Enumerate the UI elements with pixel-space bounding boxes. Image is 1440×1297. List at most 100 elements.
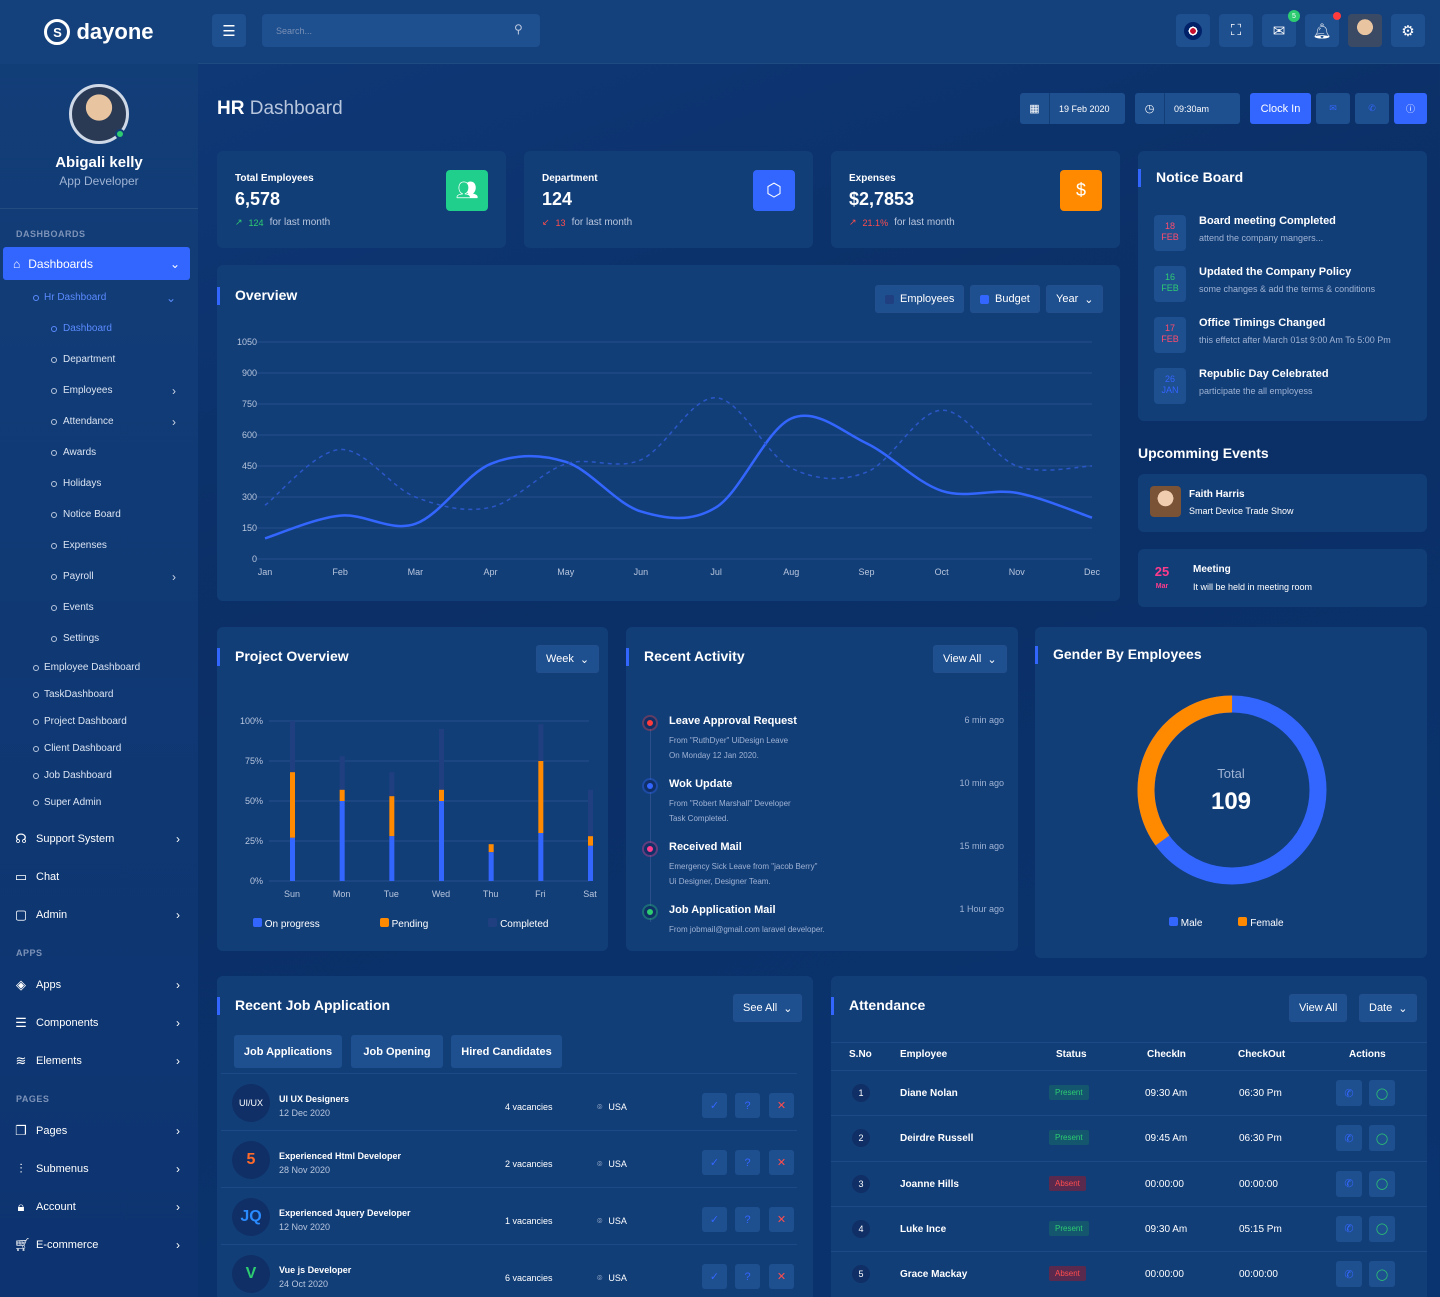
avatar[interactable]	[69, 84, 129, 144]
notice-item[interactable]: 16 FEB Updated the Company Policy some chan…	[1154, 266, 1414, 306]
approve-button[interactable]: ✓	[702, 1093, 727, 1118]
reject-button[interactable]: ✕	[769, 1150, 794, 1175]
help-button[interactable]: ?	[735, 1150, 760, 1175]
settings-button[interactable]: ⚙	[1391, 14, 1425, 47]
view-all-select[interactable]: View All ⌄	[933, 645, 1007, 673]
sidebar-item-pages[interactable]: ❐ Pages ›	[0, 1112, 198, 1150]
help-button[interactable]: ?	[735, 1207, 760, 1232]
sidebar-item-chat[interactable]: ▭ Chat	[0, 858, 198, 896]
call-button[interactable]: ✆	[1336, 1080, 1362, 1106]
chat-bubble-icon: ◯	[1375, 1223, 1389, 1236]
sidebar-subitem[interactable]: Employees ›	[0, 375, 198, 406]
sidebar-subitem[interactable]: Settings	[0, 623, 198, 654]
table-row[interactable]: 4 Luke Ince Present 09:30 Am 05:15 Pm ✆ ◯	[831, 1205, 1427, 1251]
sidebar-item-submenus[interactable]: ⫶ Submenus ›	[0, 1150, 198, 1188]
tab-job-opening[interactable]: Job Opening	[351, 1035, 443, 1068]
menu-toggle-button[interactable]: ☰	[212, 14, 246, 47]
notifications-button[interactable]: 🔔︎	[1305, 12, 1341, 47]
sidebar-item-admin[interactable]: ▢ Admin ›	[0, 896, 198, 934]
help-button[interactable]: ?	[735, 1093, 760, 1118]
monitor-icon: ▢	[14, 907, 28, 922]
approve-button[interactable]: ✓	[702, 1264, 727, 1289]
fullscreen-button[interactable]: ⛶	[1219, 14, 1253, 47]
sidebar-subitem[interactable]: Super Admin	[0, 789, 198, 816]
sidebar-subitem[interactable]: Notice Board	[0, 499, 198, 530]
table-row[interactable]: 1 Diane Nolan Present 09:30 Am 06:30 Pm ✆ ◯	[831, 1070, 1427, 1115]
call-button[interactable]: ✆	[1336, 1125, 1362, 1152]
email-button[interactable]: ✉	[1316, 93, 1350, 124]
sidebar-item-label: Pages	[36, 1125, 68, 1137]
search-icon[interactable]: ⚲	[514, 22, 523, 36]
date-select[interactable]: Date ⌄	[1359, 994, 1418, 1022]
time-display[interactable]: ◷ 09:30am	[1135, 93, 1240, 124]
date-display[interactable]: ▦ 19 Feb 2020	[1020, 93, 1125, 124]
sidebar-item-support-system[interactable]: ☊ Support System ›	[0, 820, 198, 858]
table-row[interactable]: 5 Grace Mackay Absent 00:00:00 00:00:00 ✆ ◯	[831, 1251, 1427, 1296]
sidebar-item-apps[interactable]: ◈ Apps ›	[0, 966, 198, 1004]
chat-button[interactable]: ◯	[1369, 1215, 1395, 1242]
chat-button[interactable]: ◯	[1369, 1261, 1395, 1288]
sidebar-subitem[interactable]: Job Dashboard	[0, 762, 198, 789]
approve-button[interactable]: ✓	[702, 1150, 727, 1175]
sidebar-subitem[interactable]: Expenses	[0, 530, 198, 561]
table-row[interactable]: 2 Deirdre Russell Present 09:45 Am 06:30 Pm ✆…	[831, 1115, 1427, 1160]
range-select[interactable]: Year ⌄	[1046, 285, 1104, 313]
table-row[interactable]: 5 Experienced Html Developer 28 Nov 2020 2 …	[221, 1130, 797, 1187]
user-avatar-button[interactable]	[1348, 14, 1382, 47]
tab-job-applications[interactable]: Job Applications	[234, 1035, 342, 1068]
notice-item[interactable]: 26 JAN Republic Day Celebrated participate …	[1154, 368, 1414, 408]
sidebar-item-elements[interactable]: ≋ Elements ›	[0, 1042, 198, 1080]
sidebar-subitem[interactable]: Payroll ›	[0, 561, 198, 592]
call-button[interactable]: ✆	[1336, 1261, 1362, 1288]
event-item[interactable]: 25 Mar Meeting It will be held in meeting…	[1138, 549, 1427, 607]
sidebar-subitem[interactable]: Attendance ›	[0, 406, 198, 437]
sidebar-subitem[interactable]: Awards	[0, 437, 198, 468]
reject-button[interactable]: ✕	[769, 1264, 794, 1289]
sidebar-item-e-commerce[interactable]: 🛒︎ E-commerce ›	[0, 1226, 198, 1264]
sidebar-item-account[interactable]: 🔒︎ Account ›	[0, 1188, 198, 1226]
sidebar-subitem[interactable]: Holidays	[0, 468, 198, 499]
table-row[interactable]: 3 Joanne Hills Absent 00:00:00 00:00:00 ✆ ◯	[831, 1160, 1427, 1206]
table-row[interactable]: UI/UX UI UX Designers 12 Dec 2020 4 vacanci…	[221, 1073, 797, 1130]
call-button[interactable]: ✆	[1336, 1170, 1362, 1197]
clock-in-button[interactable]: Clock In	[1250, 93, 1311, 124]
chat-button[interactable]: ◯	[1369, 1080, 1395, 1106]
sidebar-subitem[interactable]: Dashboard	[0, 313, 198, 344]
call-button[interactable]: ✆	[1355, 93, 1389, 124]
status-badge: Absent	[1049, 1175, 1086, 1191]
approve-button[interactable]: ✓	[702, 1207, 727, 1232]
notice-item[interactable]: 17 FEB Office Timings Changed this effetct …	[1154, 317, 1414, 357]
table-row[interactable]: V Vue js Developer 24 Oct 2020 6 vacancies ⌾…	[221, 1244, 797, 1297]
see-all-select[interactable]: See All ⌄	[733, 994, 803, 1022]
search-input[interactable]	[262, 14, 540, 47]
phone-icon: ✆	[1344, 1223, 1354, 1236]
sidebar-item-components[interactable]: ☰ Components ›	[0, 1004, 198, 1042]
table-row[interactable]: JQ Experienced Jquery Developer 12 Nov 202…	[221, 1187, 797, 1244]
employee-name: Joanne Hills	[900, 1178, 959, 1190]
sidebar-item-dashboards[interactable]: ⌂ Dashboards ⌄	[3, 247, 190, 280]
tab-hired-candidates[interactable]: Hired Candidates	[451, 1035, 562, 1068]
language-button[interactable]	[1176, 14, 1210, 47]
chat-button[interactable]: ◯	[1369, 1170, 1395, 1197]
sidebar-item-hr-dashboard[interactable]: Hr Dashboard ⌄	[0, 282, 198, 313]
sidebar-subitem[interactable]: Client Dashboard	[0, 735, 198, 762]
sidebar-subitem[interactable]: Events	[0, 592, 198, 623]
help-button[interactable]: ?	[735, 1264, 760, 1289]
legend-budget[interactable]: Budget	[970, 285, 1040, 313]
view-all-button[interactable]: View All	[1289, 994, 1348, 1022]
reject-button[interactable]: ✕	[769, 1093, 794, 1118]
messages-button[interactable]: ✉ 5	[1262, 10, 1300, 47]
sidebar-subitem[interactable]: Employee Dashboard	[0, 654, 198, 681]
sidebar-subitem[interactable]: TaskDashboard	[0, 681, 198, 708]
event-item[interactable]: Faith Harris Smart Device Trade Show	[1138, 474, 1427, 532]
reject-button[interactable]: ✕	[769, 1207, 794, 1232]
notice-item[interactable]: 18 FEB Board meeting Completed attend the c…	[1154, 215, 1414, 255]
sidebar-subitem[interactable]: Department	[0, 344, 198, 375]
call-button[interactable]: ✆	[1336, 1215, 1362, 1242]
info-button[interactable]: ⓘ	[1394, 93, 1427, 124]
sidebar-subitem[interactable]: Project Dashboard	[0, 708, 198, 735]
chat-button[interactable]: ◯	[1369, 1125, 1395, 1152]
week-select[interactable]: Week ⌄	[536, 645, 600, 673]
legend-employees[interactable]: Employees	[875, 285, 965, 313]
